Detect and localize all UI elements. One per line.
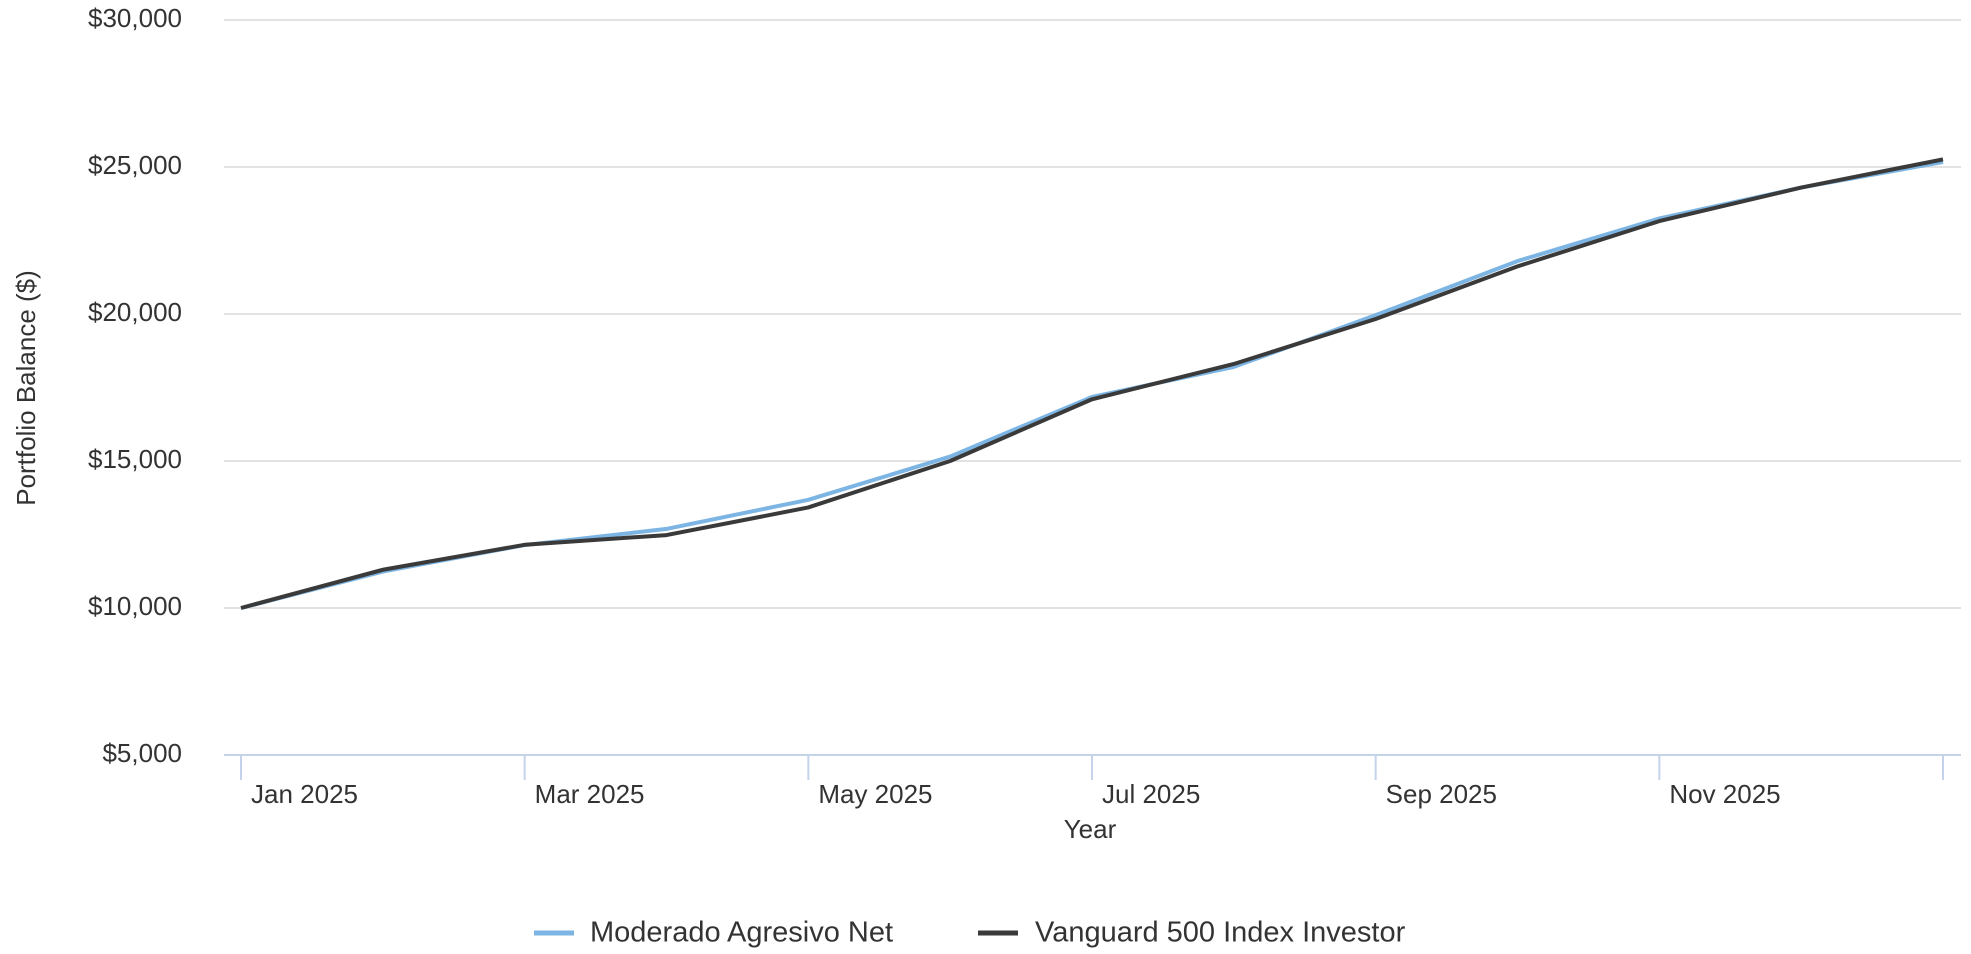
y-tick-label: $10,000 <box>88 591 182 621</box>
series-line <box>240 157 1944 610</box>
x-tick-label: Mar 2025 <box>535 779 645 809</box>
y-axis-label: Portfolio Balance ($) <box>11 270 41 506</box>
x-tick-label: May 2025 <box>818 779 932 809</box>
y-tick-label: $15,000 <box>88 444 182 474</box>
y-tick-label: $30,000 <box>88 3 182 33</box>
y-tick-label: $20,000 <box>88 297 182 327</box>
legend-label: Moderado Agresivo Net <box>590 917 893 949</box>
y-tick-label: $5,000 <box>102 738 182 768</box>
legend-label: Vanguard 500 Index Investor <box>1035 917 1406 949</box>
x-tick-label: Nov 2025 <box>1669 779 1780 809</box>
x-tick-label: Jan 2025 <box>251 779 358 809</box>
y-tick-label: $25,000 <box>88 150 182 180</box>
x-tick-label: Sep 2025 <box>1386 779 1497 809</box>
series-line <box>240 160 1944 610</box>
x-tick-label: Jul 2025 <box>1102 779 1200 809</box>
x-axis-label: Year <box>1064 814 1117 844</box>
